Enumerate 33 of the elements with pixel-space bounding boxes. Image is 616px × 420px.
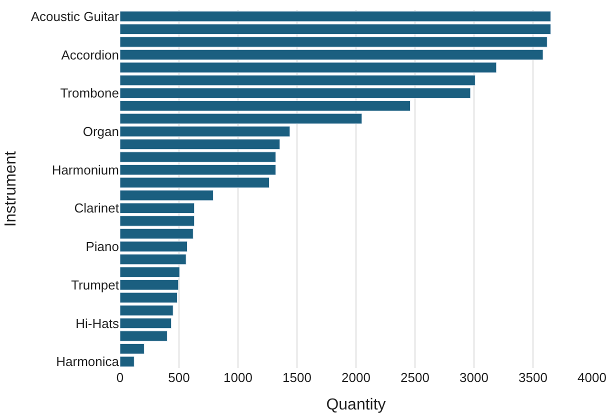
y-tick-label: Organ — [82, 124, 119, 140]
y-tick-label: Trumpet — [71, 277, 120, 292]
y-tick-label: Acoustic Guitar — [30, 8, 120, 24]
bar — [120, 305, 174, 316]
bar — [120, 138, 280, 150]
bar — [120, 241, 188, 252]
y-tick-label: Clarinet — [74, 200, 120, 216]
bar — [120, 36, 548, 48]
bar — [120, 62, 497, 73]
y-tick-label: Piano — [86, 239, 119, 254]
x-tick-label: 1000 — [224, 370, 252, 385]
x-axis-title: Quantity — [326, 396, 386, 414]
x-tick-label: 4000 — [578, 370, 606, 385]
y-tick-label: Harmonium — [52, 162, 119, 178]
bar — [120, 126, 290, 137]
bar — [120, 318, 172, 329]
x-tick-label: 3500 — [518, 370, 548, 385]
y-tick-label: Accordion — [61, 47, 119, 62]
x-tick-label: 1500 — [282, 370, 312, 385]
bar — [120, 330, 168, 342]
bar — [120, 152, 276, 162]
y-tick-label: Trombone — [60, 86, 119, 101]
x-tick-label: 3000 — [460, 370, 488, 385]
y-tick-label: Harmonica — [56, 354, 120, 370]
bar — [120, 228, 194, 240]
bar — [120, 49, 544, 60]
y-tick-label: Hi-Hats — [76, 316, 120, 331]
x-tick-label: 2000 — [342, 370, 370, 385]
x-tick-label: 500 — [168, 370, 190, 385]
bar — [120, 216, 195, 226]
x-tick-label: 2500 — [400, 370, 430, 385]
x-tick-label: 0 — [116, 370, 124, 385]
y-axis-title: Instrument — [2, 150, 20, 227]
